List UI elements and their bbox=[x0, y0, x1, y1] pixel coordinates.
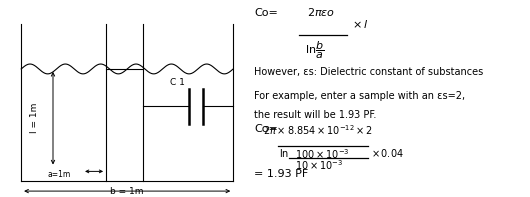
Text: $100 \times 10^{-3}$: $100 \times 10^{-3}$ bbox=[295, 147, 349, 161]
Text: Co=: Co= bbox=[254, 124, 278, 134]
Text: the result will be 1.93 PF.: the result will be 1.93 PF. bbox=[254, 110, 377, 120]
Text: l = 1m: l = 1m bbox=[30, 103, 39, 133]
Text: = 1.93 PF: = 1.93 PF bbox=[254, 169, 308, 179]
Text: C 1: C 1 bbox=[170, 78, 184, 87]
Text: $10 \times 10^{-3}$: $10 \times 10^{-3}$ bbox=[295, 159, 343, 172]
Text: $\mathrm{ln}$: $\mathrm{ln}$ bbox=[279, 147, 289, 159]
Text: $\times\,l$: $\times\,l$ bbox=[352, 18, 368, 30]
Text: $\times\,0.04$: $\times\,0.04$ bbox=[371, 147, 404, 159]
Text: For example, enter a sample with an εs=2,: For example, enter a sample with an εs=2… bbox=[254, 91, 465, 101]
Text: $2\pi \times 8.854 \times 10^{-12} \times 2$: $2\pi \times 8.854 \times 10^{-12} \time… bbox=[263, 123, 373, 137]
Text: However, εs: Dielectric constant of substances: However, εs: Dielectric constant of subs… bbox=[254, 67, 484, 77]
Text: $2\pi\varepsilon o$: $2\pi\varepsilon o$ bbox=[307, 6, 334, 18]
Text: b = 1m: b = 1m bbox=[110, 187, 144, 196]
Text: Co=: Co= bbox=[254, 8, 278, 18]
Text: $\mathrm{ln}\dfrac{b}{a}$: $\mathrm{ln}\dfrac{b}{a}$ bbox=[305, 39, 324, 61]
Text: a=1m: a=1m bbox=[47, 170, 70, 179]
